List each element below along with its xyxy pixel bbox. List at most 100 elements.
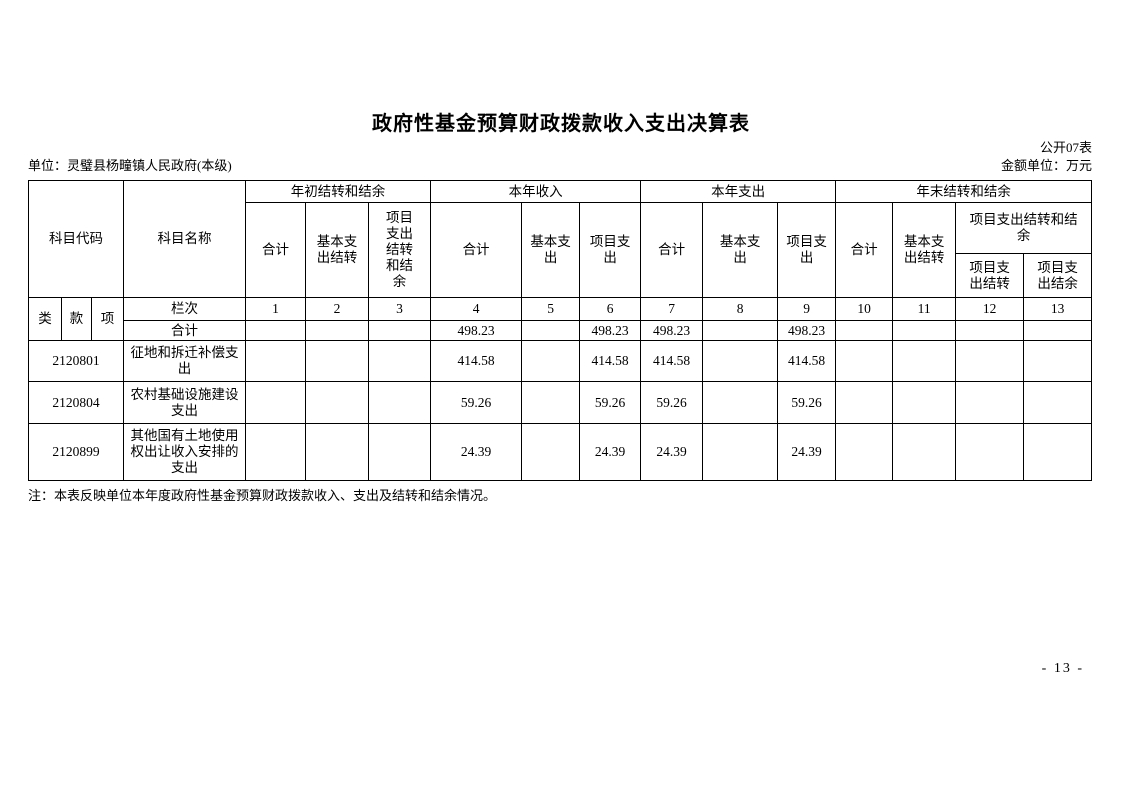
value-cell: [1023, 320, 1093, 341]
column-number: 3: [368, 297, 432, 321]
meta-row: 单位：灵璧县杨疃镇人民政府(本级) 金额单位：万元: [28, 157, 1092, 174]
header-expense-project: 项目支 出: [777, 202, 837, 298]
value-cell: [305, 340, 370, 382]
value-cell: 414.58: [579, 340, 642, 382]
amount-unit-label: 金额单位：万元: [1000, 158, 1092, 173]
value-cell: [835, 320, 894, 341]
value-cell: [305, 320, 370, 341]
value-cell: [702, 423, 779, 481]
value-cell: [892, 381, 957, 424]
header-clause: 款: [61, 297, 92, 341]
value-cell: [368, 340, 432, 382]
value-cell: [521, 340, 581, 382]
budget-table: 科目代码 科目名称 年初结转和结余 本年收入 本年支出 年末结转和结余 合计 基…: [27, 180, 1093, 481]
value-cell: [702, 340, 779, 382]
value-cell: 24.39: [777, 423, 837, 481]
column-number: 13: [1023, 297, 1093, 321]
table-row: 项目支 出结转 项目支 出结余: [29, 253, 1093, 298]
unit-label: 单位：灵璧县杨疃镇人民政府(本级): [28, 158, 232, 173]
subject-code-cell: 2120804: [27, 381, 125, 424]
header-income-basic: 基本支 出: [521, 202, 581, 298]
header-income-project: 项目支 出: [579, 202, 642, 298]
row-label-total: 合计: [123, 320, 247, 341]
column-number: 6: [579, 297, 642, 321]
value-cell: [1023, 340, 1093, 382]
header-group-end-balance: 年末结转和结余: [835, 180, 1093, 203]
column-number: 8: [702, 297, 779, 321]
value-cell: [245, 340, 307, 382]
header-group-expense: 本年支出: [640, 180, 837, 203]
table-row: 合计 498.23 498.23 498.23 498.23: [29, 320, 1093, 341]
footnote: 注：本表反映单位本年度政府性基金预算财政拨款收入、支出及结转和结余情况。: [28, 488, 497, 503]
header-income-total: 合计: [430, 202, 523, 298]
column-number: 4: [430, 297, 523, 321]
doc-code-label: 公开07表: [1039, 140, 1092, 155]
value-cell: 414.58: [640, 340, 704, 382]
column-number: 7: [640, 297, 704, 321]
subject-name-cell: 其他国有土地使用 权出让收入安排的 支出: [123, 423, 247, 481]
value-cell: [835, 381, 894, 424]
value-cell: 59.26: [430, 381, 523, 424]
column-number: 9: [777, 297, 837, 321]
subject-name-cell: 农村基础设施建设 支出: [123, 381, 247, 424]
header-lanci: 栏次: [123, 297, 247, 321]
value-cell: [368, 423, 432, 481]
header-expense-basic: 基本支 出: [702, 202, 779, 298]
value-cell: [955, 423, 1025, 481]
table-row: 2120804 农村基础设施建设 支出 59.26 59.26 59.26 59…: [27, 381, 1093, 424]
value-cell: [955, 381, 1025, 424]
value-cell: [1023, 423, 1093, 481]
header-class: 类: [28, 297, 62, 341]
value-cell: 498.23: [579, 320, 642, 341]
header-subject-code: 科目代码: [27, 180, 125, 298]
subject-code-cell: 2120899: [27, 423, 125, 481]
column-number: 11: [892, 297, 957, 321]
column-number: 12: [955, 297, 1025, 321]
value-cell: [305, 423, 370, 481]
header-begin-project-carryover-balance: 项目 支出 结转 和结 余: [368, 202, 432, 298]
value-cell: [368, 381, 432, 424]
header-item: 项: [90, 297, 125, 341]
table-row: 类 款 项 栏次 1 2 3 4 5 6 7 8 9 10 11 12 13: [28, 297, 1093, 341]
value-cell: [245, 320, 307, 341]
value-cell: [305, 381, 370, 424]
column-number: 1: [245, 297, 307, 321]
value-cell: [955, 340, 1025, 382]
value-cell: [521, 320, 581, 341]
subject-code-cell: 2120801: [27, 340, 125, 382]
column-number: 5: [521, 297, 581, 321]
value-cell: 24.39: [640, 423, 704, 481]
value-cell: [835, 423, 894, 481]
header-end-total: 合计: [835, 202, 894, 298]
value-cell: 498.23: [777, 320, 837, 341]
header-expense-total: 合计: [640, 202, 704, 298]
header-end-project-balance: 项目支 出结余: [1023, 253, 1093, 298]
value-cell: [521, 423, 581, 481]
value-cell: 498.23: [430, 320, 523, 341]
value-cell: [245, 423, 307, 481]
column-number: 10: [835, 297, 894, 321]
value-cell: 498.23: [640, 320, 704, 341]
value-cell: [368, 320, 432, 341]
header-group-begin-balance: 年初结转和结余: [245, 180, 432, 203]
value-cell: [1023, 381, 1093, 424]
value-cell: 24.39: [579, 423, 642, 481]
header-subject-name: 科目名称: [123, 180, 247, 298]
subject-name-cell: 征地和拆迁补偿支 出: [123, 340, 247, 382]
value-cell: 59.26: [777, 381, 837, 424]
table-row: 科目代码 科目名称 年初结转和结余 本年收入 本年支出 年末结转和结余: [27, 180, 1093, 298]
value-cell: [835, 340, 894, 382]
value-cell: [892, 340, 957, 382]
header-group-income: 本年收入: [430, 180, 642, 203]
header-end-project-carryover-balance: 项目支出结转和结 余: [955, 202, 1093, 254]
header-begin-total: 合计: [245, 202, 307, 298]
value-cell: [955, 320, 1025, 341]
value-cell: [702, 320, 779, 341]
header-end-project-carryover: 项目支 出结转: [955, 253, 1025, 298]
table-row: 2120899 其他国有土地使用 权出让收入安排的 支出 24.39 24.39…: [27, 423, 1093, 481]
value-cell: 59.26: [579, 381, 642, 424]
table-row: 合计 基本支 出结转 项目 支出 结转 和结 余 合计 基本支 出 项目支 出 …: [29, 202, 1093, 298]
value-cell: [892, 320, 957, 341]
value-cell: 24.39: [430, 423, 523, 481]
value-cell: 59.26: [640, 381, 704, 424]
